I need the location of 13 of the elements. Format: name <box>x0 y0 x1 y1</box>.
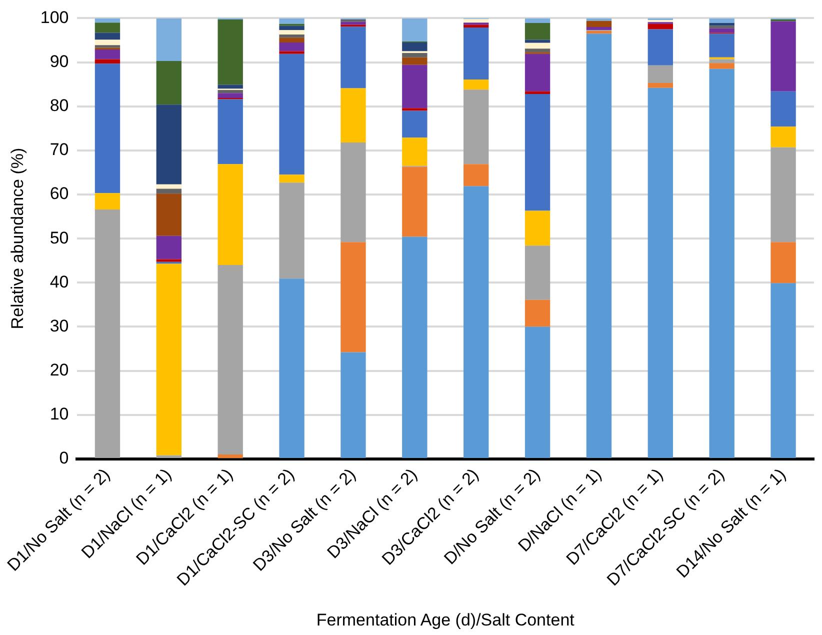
y-tick-label: 90 <box>50 52 69 71</box>
y-tick-label: 100 <box>40 8 69 27</box>
y-tick-label: 60 <box>50 184 69 204</box>
y-tick-label: 20 <box>50 360 69 380</box>
y-tick-label: 80 <box>50 96 69 116</box>
y-tick-label: 40 <box>50 272 69 292</box>
y-tick-label: 0 <box>59 448 69 468</box>
y-tick-label: 70 <box>50 140 69 160</box>
y-tick-label: 50 <box>50 228 69 248</box>
y-tick-label: 30 <box>50 316 69 336</box>
y-axis-title: Relative abundance (%) <box>8 148 27 330</box>
x-axis-title: Fermentation Age (d)/Salt Content <box>316 610 575 630</box>
y-tick-label: 10 <box>50 404 69 424</box>
